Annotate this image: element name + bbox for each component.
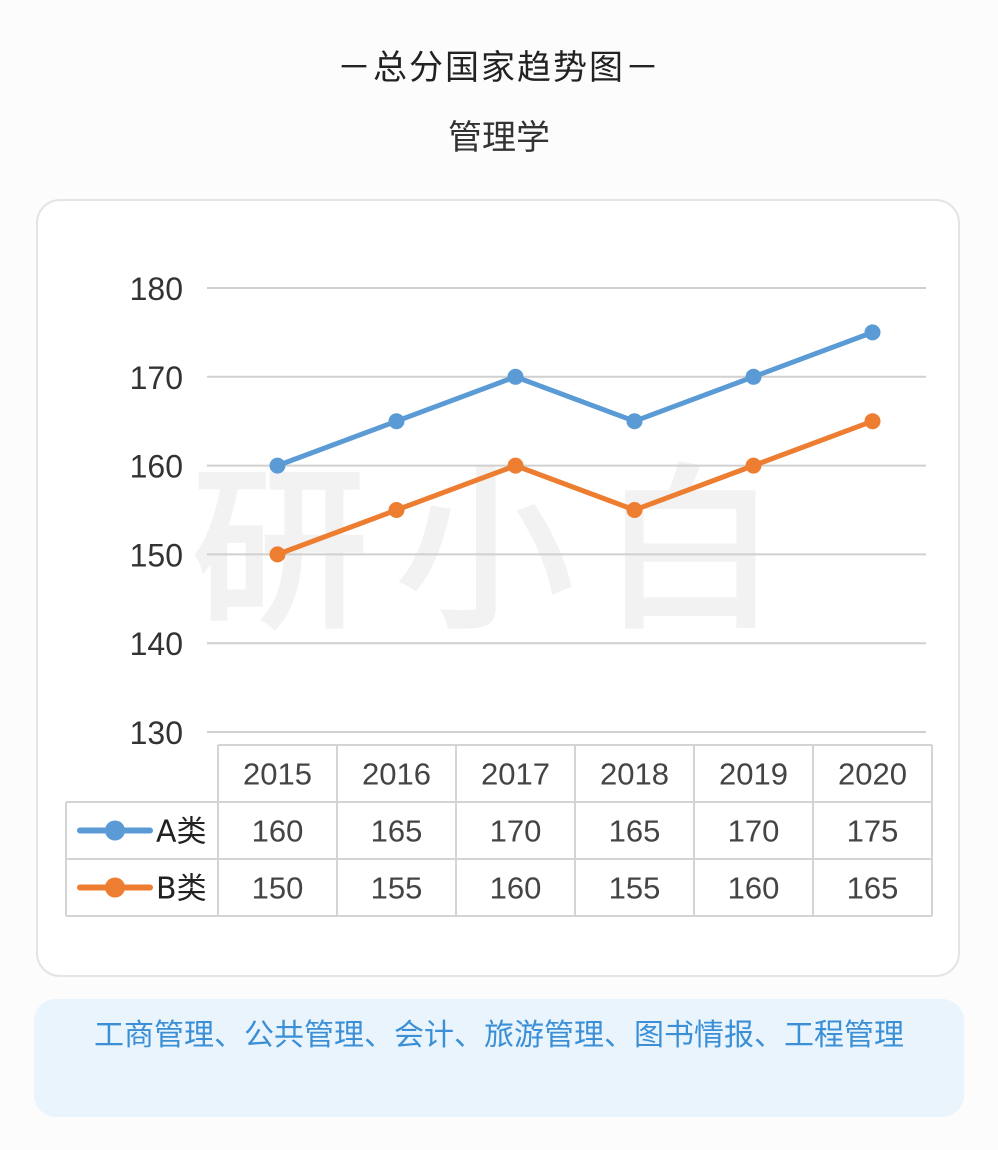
series-line <box>275 418 875 557</box>
legend-series-name: A类 <box>156 815 207 850</box>
table-value: 170 <box>490 814 542 849</box>
legend-key-marker <box>105 877 125 898</box>
y-tick-label: 170 <box>130 360 183 396</box>
x-category-label: 2015 <box>243 757 312 792</box>
y-tick-label: 150 <box>130 537 183 573</box>
chart-svg: 研小白 130 140 150 160 170 180 2015 2016 2017 2018 2… <box>65 271 933 917</box>
data-point <box>864 324 881 341</box>
data-point <box>507 457 524 474</box>
y-tick-label: 160 <box>130 449 183 485</box>
data-point <box>864 413 881 430</box>
page-title: －总分国家趋势图－ <box>337 48 661 88</box>
majors-note: 工商管理、公共管理、会计、旅游管理、图书情报、工程管理 <box>34 999 964 1117</box>
x-category-label: 2018 <box>600 757 669 792</box>
table-value: 175 <box>847 814 899 849</box>
page-subtitle: 管理学 <box>448 118 550 158</box>
data-point <box>388 413 405 430</box>
table-value: 165 <box>847 871 899 906</box>
table-value: 155 <box>371 871 423 906</box>
watermark-text: 研小白 <box>193 451 808 654</box>
x-category-label: 2020 <box>838 757 907 792</box>
chart-card <box>36 199 960 977</box>
legend-series-name: B类 <box>156 872 207 907</box>
legend-key-marker <box>105 820 125 841</box>
series-line <box>275 329 875 469</box>
x-category-label: 2016 <box>362 757 431 792</box>
data-point <box>507 368 524 385</box>
table-value: 150 <box>252 871 304 906</box>
data-point <box>745 457 762 474</box>
data-point <box>626 413 643 430</box>
table-value: 160 <box>252 814 304 849</box>
y-tick-label: 140 <box>130 626 183 662</box>
table-value: 170 <box>728 814 780 849</box>
table-value: 160 <box>728 871 780 906</box>
y-tick-label: 180 <box>130 271 183 307</box>
x-category-label: 2017 <box>481 757 550 792</box>
x-category-label: 2019 <box>719 757 788 792</box>
data-point <box>269 546 286 563</box>
table-value: 155 <box>609 871 661 906</box>
data-point <box>626 502 643 518</box>
data-point <box>745 368 762 385</box>
y-tick-label: 130 <box>130 715 183 751</box>
table-value: 165 <box>371 814 423 849</box>
data-point <box>269 457 286 474</box>
data-point <box>388 502 405 518</box>
table-value: 165 <box>609 814 661 849</box>
table-value: 160 <box>490 871 542 906</box>
